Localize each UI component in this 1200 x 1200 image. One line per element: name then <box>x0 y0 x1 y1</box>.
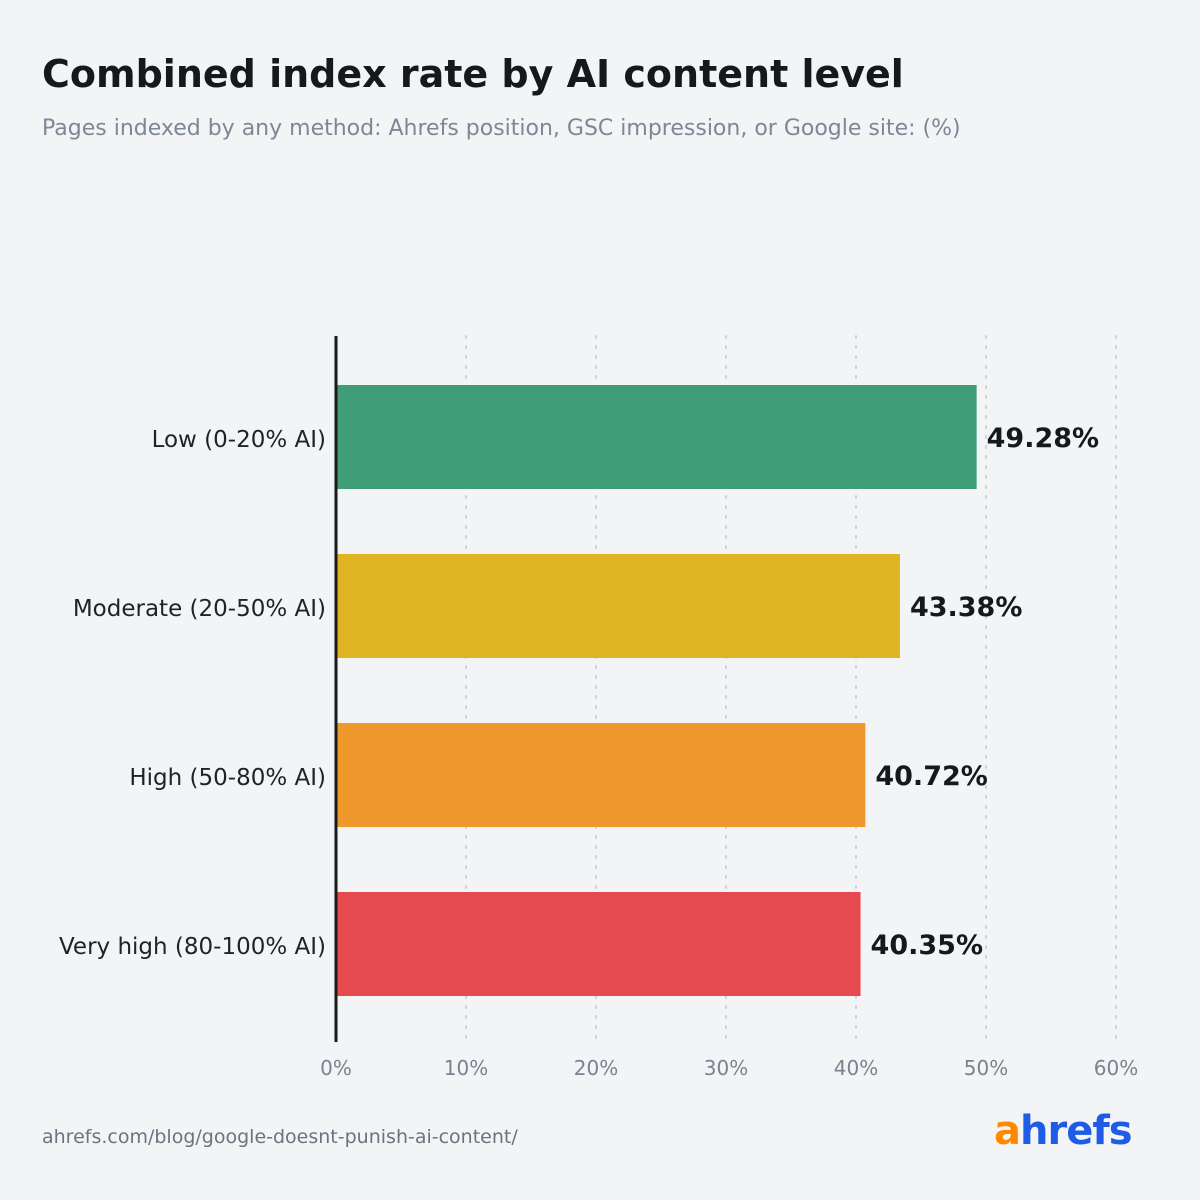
category-label: High (50-80% AI) <box>129 765 326 791</box>
x-tick-label: 60% <box>1094 1056 1138 1080</box>
x-tick-label: 20% <box>574 1056 618 1080</box>
data-label: 40.35% <box>871 930 983 961</box>
bars <box>336 385 977 996</box>
bar <box>336 892 861 996</box>
logo-part-hrefs: hrefs <box>1020 1108 1133 1154</box>
x-tick-label: 50% <box>964 1056 1008 1080</box>
x-tick-label: 40% <box>834 1056 878 1080</box>
gridlines <box>465 335 1117 1043</box>
bar <box>336 385 977 489</box>
bar <box>336 554 900 658</box>
chart-subtitle: Pages indexed by any method: Ahrefs posi… <box>42 116 961 141</box>
x-tick-label: 0% <box>320 1056 352 1080</box>
bar <box>336 723 866 827</box>
source-link[interactable]: ahrefs.com/blog/google-doesnt-punish-ai-… <box>42 1126 518 1148</box>
data-label: 43.38% <box>910 592 1022 623</box>
labels: 0% 10% 20% 30% 40% 50% 60% 49.28% Low (0-20% AI)… <box>59 423 1138 1080</box>
category-label: Low (0-20% AI) <box>152 427 326 453</box>
data-label: 40.72% <box>875 761 987 792</box>
category-label: Very high (80-100% AI) <box>59 934 326 960</box>
x-tick-label: 30% <box>704 1056 748 1080</box>
data-label: 49.28% <box>987 423 1099 454</box>
logo-part-a: a <box>994 1108 1021 1154</box>
chart-title: Combined index rate by AI content level <box>42 52 904 96</box>
category-label: Moderate (20-50% AI) <box>73 596 326 622</box>
x-tick-label: 10% <box>444 1056 488 1080</box>
ahrefs-logo[interactable]: ahrefs <box>994 1108 1133 1154</box>
